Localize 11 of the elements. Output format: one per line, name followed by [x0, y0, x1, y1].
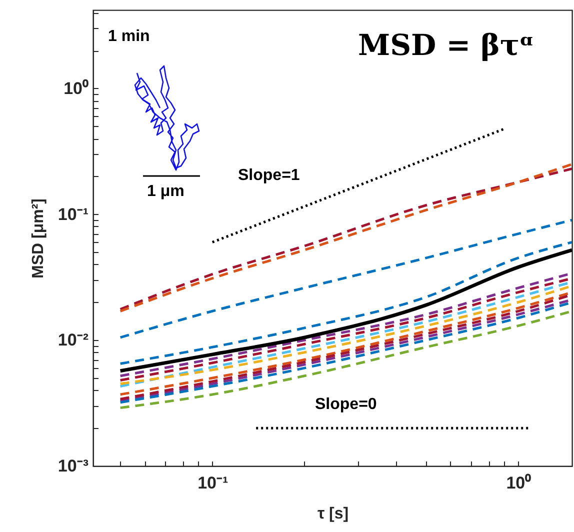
y-tick-label: 10⁻³ [58, 456, 89, 476]
annotation: MSD = βτᵅ [358, 28, 534, 62]
annotation: Slope=1 [238, 167, 300, 185]
annotation: Slope=0 [315, 396, 377, 414]
annotation: 1 μm [147, 183, 184, 201]
annotation: 1 min [108, 28, 150, 46]
x-axis-title: τ [s] [317, 506, 349, 522]
y-axis-title: MSD [μm²] [30, 198, 47, 278]
y-tick-label: 10⁻¹ [58, 204, 89, 224]
y-tick-label: 10⁻² [58, 330, 89, 350]
y-tick-label: 10⁰ [64, 78, 88, 98]
